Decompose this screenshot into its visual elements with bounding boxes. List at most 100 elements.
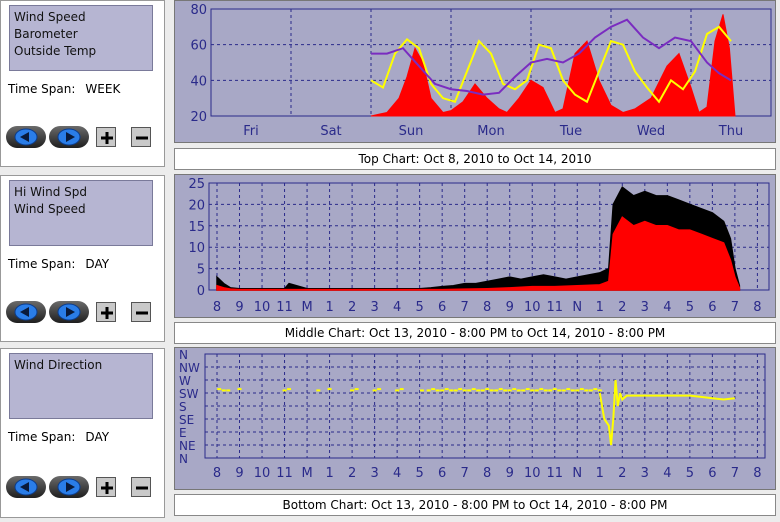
x-tick-label: 1 (325, 466, 333, 481)
wind-direction-point (593, 388, 598, 391)
wind-direction-point (372, 389, 377, 392)
wind-direction-point (458, 388, 463, 391)
back-button[interactable] (6, 476, 46, 498)
plus-icon (101, 307, 113, 319)
wind-direction-point (431, 388, 436, 391)
x-tick-label: Wed (637, 124, 665, 139)
wind-direction-point (217, 388, 222, 391)
left-arrow-icon (14, 478, 38, 496)
wind-direction-point (221, 389, 226, 392)
measure-item[interactable]: Wind Speed (14, 10, 86, 24)
top-measure-list[interactable]: Wind Speed Barometer Outside Temp (9, 5, 153, 71)
left-arrow-icon (14, 303, 38, 321)
x-tick-label: 6 (438, 466, 446, 481)
time-span-value[interactable]: DAY (85, 257, 110, 271)
time-span-value[interactable]: DAY (85, 430, 110, 444)
forward-button[interactable] (49, 301, 89, 323)
bottom-chart-plot: 8 9 10 11 M 1 2 3 4 5 6 7 8 9 10 11 N 1 2 3 4 5 6 7 8NNEESESSWWN… (179, 348, 766, 481)
y-tick-label: 40 (190, 74, 207, 89)
right-arrow-icon (57, 128, 81, 146)
time-span-value[interactable]: WEEK (85, 82, 121, 96)
minus-icon (136, 311, 148, 315)
wind-direction-point (435, 389, 440, 392)
wind-direction-point (354, 388, 359, 391)
time-span-label: Time Span: (8, 430, 76, 444)
wind-direction-point (419, 389, 424, 392)
top-chart-plot: 20 40 60 80 Fri Sat Sun Mon Tue Wed Thu (190, 3, 772, 139)
back-button[interactable] (6, 126, 46, 148)
y-tick-label: 20 (190, 110, 207, 125)
measure-item[interactable]: Wind Direction (14, 358, 103, 372)
x-tick-label: 9 (235, 300, 243, 315)
top-chart[interactable]: 20 40 60 80 Fri Sat Sun Mon Tue Wed Thu (174, 0, 776, 143)
y-tick-label: E (179, 426, 187, 440)
x-tick-label: Sun (399, 124, 424, 139)
x-tick-label: 7 (731, 466, 739, 481)
wind-direction-point (597, 389, 602, 392)
wind-direction-point (226, 389, 231, 392)
zoom-in-button[interactable] (96, 477, 116, 497)
x-tick-label: 5 (416, 300, 424, 315)
x-tick-label: 11 (546, 300, 563, 315)
bottom-chart[interactable]: 8 9 10 11 M 1 2 3 4 5 6 7 8 9 10 11 N 1 2 3 4 5 6 7 8 N NE E SE S SW W N… (174, 347, 776, 490)
wind-direction-point (534, 389, 539, 392)
middle-chart[interactable]: 8 9 10 11 M 1 2 3 4 5 6 7 8 9 10 11 N 1 2 3 4 5 6 7 8 0 5 10 15 20 25 (174, 174, 776, 318)
y-tick-label: 20 (188, 198, 205, 213)
y-tick-label: 25 (188, 177, 205, 192)
minus-icon (136, 486, 148, 490)
wind-direction-point (316, 389, 321, 392)
wind-direction-point (512, 388, 517, 391)
wind-direction-point (467, 389, 472, 392)
middle-measure-list[interactable]: Hi Wind Spd Wind Speed (9, 180, 153, 246)
forward-button[interactable] (49, 476, 89, 498)
x-tick-label: 1 (596, 300, 604, 315)
x-tick-label: Fri (243, 124, 259, 139)
x-tick-label: 7 (731, 300, 739, 315)
series-wind-speed (216, 216, 741, 291)
x-tick-label: 5 (686, 466, 694, 481)
measure-item[interactable]: Barometer (14, 27, 78, 41)
measure-item[interactable]: Wind Speed (14, 202, 86, 216)
zoom-out-button[interactable] (131, 302, 151, 322)
wind-direction-point (462, 389, 467, 392)
wind-direction-point (525, 388, 530, 391)
y-tick-label: 80 (190, 3, 207, 18)
x-tick-label: 11 (546, 466, 563, 481)
wind-direction-point (426, 389, 431, 392)
x-tick-label: 8 (483, 300, 491, 315)
y-tick-label: 60 (190, 39, 207, 54)
wind-direction-point (552, 388, 557, 391)
zoom-in-button[interactable] (96, 302, 116, 322)
x-tick-label: Thu (718, 124, 743, 139)
right-arrow-icon (57, 303, 81, 321)
bottom-measure-list[interactable]: Wind Direction (9, 353, 153, 419)
forward-button[interactable] (49, 126, 89, 148)
time-span-label: Time Span: (8, 82, 76, 96)
right-arrow-icon (57, 478, 81, 496)
x-tick-label: M (301, 300, 312, 315)
wind-direction-point (471, 388, 476, 391)
wind-direction-point (453, 389, 458, 392)
wind-direction-point (489, 389, 494, 392)
y-tick-label: 5 (197, 263, 205, 278)
x-tick-label: 5 (416, 466, 424, 481)
x-tick-label: 8 (213, 466, 221, 481)
series-wind-speed (370, 14, 736, 117)
measure-item[interactable]: Hi Wind Spd (14, 185, 87, 199)
back-button[interactable] (6, 301, 46, 323)
zoom-out-button[interactable] (131, 477, 151, 497)
x-tick-label: 9 (235, 466, 243, 481)
wind-direction-point (282, 389, 287, 392)
x-tick-label: N (572, 466, 582, 481)
bottom-controls-panel: Wind Direction Time Span: DAY (0, 348, 165, 518)
zoom-out-button[interactable] (131, 127, 151, 147)
zoom-in-button[interactable] (96, 127, 116, 147)
x-tick-label: 11 (276, 300, 293, 315)
x-tick-label: 6 (708, 466, 716, 481)
y-tick-label: NE (179, 439, 196, 453)
wind-direction-point (557, 389, 562, 392)
time-span-row: Time Span: WEEK (8, 82, 120, 96)
x-tick-label: 9 (506, 300, 514, 315)
measure-item[interactable]: Outside Temp (14, 44, 97, 58)
